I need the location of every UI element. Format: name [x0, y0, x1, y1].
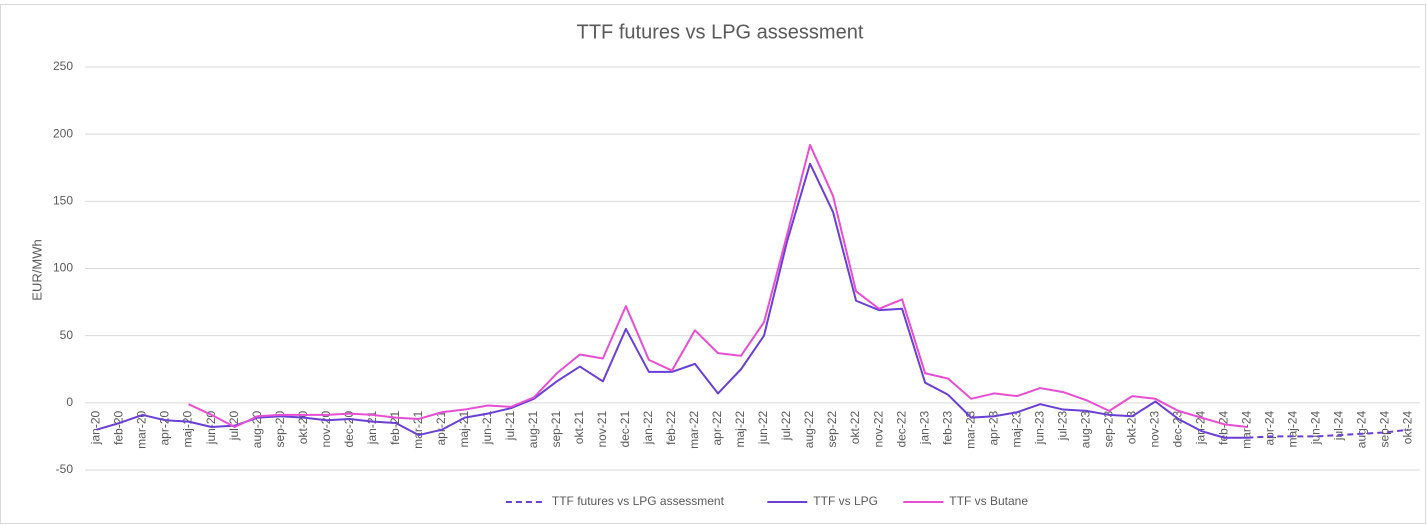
- x-tick-label: okt-24: [1401, 411, 1415, 445]
- x-tick-label: sep-22: [825, 411, 839, 448]
- x-tick-label: sep-24: [1378, 411, 1392, 448]
- x-tick-label: jun-21: [480, 411, 494, 446]
- y-tick-label: 250: [53, 59, 73, 73]
- x-tick-label: mar-20: [135, 411, 149, 449]
- y-tick-label: 150: [53, 194, 73, 208]
- y-tick-label: -50: [56, 462, 74, 476]
- chart-frame: [0, 4, 1426, 524]
- x-tick-label: jan-20: [89, 411, 103, 446]
- x-tick-label: feb-24: [1217, 411, 1231, 445]
- x-tick-label: jun-24: [1309, 411, 1323, 446]
- x-tick-label: jun-20: [204, 411, 218, 446]
- x-tick-label: sep-21: [549, 411, 563, 448]
- x-tick-label: mar-23: [963, 411, 977, 449]
- legend-label: TTF vs Butane: [949, 494, 1028, 508]
- series-line: [1247, 428, 1409, 439]
- chart-title: TTF futures vs LPG assessment: [577, 21, 864, 43]
- x-tick-label: nov-20: [319, 411, 333, 448]
- x-tick-label: okt-21: [572, 411, 586, 445]
- x-tick-label: okt-23: [1124, 411, 1138, 445]
- series-line: [188, 143, 1248, 429]
- x-tick-label: jan-23: [917, 411, 931, 446]
- x-tick-label: feb-22: [664, 411, 678, 445]
- series-line: [96, 162, 1248, 439]
- x-tick-label: dec-22: [894, 411, 908, 448]
- y-tick-label: 200: [53, 126, 73, 140]
- x-tick-label: nov-21: [595, 411, 609, 448]
- x-tick-label: jan-21: [365, 411, 379, 446]
- x-tick-label: mar-21: [411, 411, 425, 449]
- x-tick-label: jun-22: [756, 411, 770, 446]
- x-tick-label: jan-22: [641, 411, 655, 446]
- x-tick-label: apr-21: [434, 411, 448, 446]
- x-tick-label: okt-20: [296, 411, 310, 445]
- x-tick-label: aug-23: [1078, 411, 1092, 449]
- x-tick-label: jul-21: [503, 411, 517, 442]
- x-tick-label: dec-20: [342, 411, 356, 448]
- x-tick-label: dec-23: [1170, 411, 1184, 448]
- x-tick-label: apr-22: [710, 411, 724, 446]
- y-tick-label: 0: [66, 395, 73, 409]
- x-tick-label: aug-24: [1355, 411, 1369, 449]
- x-tick-label: feb-23: [940, 411, 954, 445]
- x-tick-label: jul-23: [1055, 411, 1069, 442]
- x-tick-label: nov-22: [871, 411, 885, 448]
- x-tick-label: sep-20: [273, 411, 287, 448]
- x-tick-label: jul-22: [779, 411, 793, 442]
- x-tick-label: apr-23: [986, 411, 1000, 446]
- x-tick-label: sep-23: [1101, 411, 1115, 448]
- x-tick-label: maj-20: [181, 411, 195, 448]
- x-tick-label: jul-24: [1332, 411, 1346, 442]
- y-tick-label: 100: [53, 261, 73, 275]
- legend-label: TTF futures vs LPG assessment: [552, 494, 725, 508]
- x-tick-label: maj-24: [1286, 411, 1300, 448]
- x-tick-label: feb-21: [388, 411, 402, 445]
- x-tick-label: maj-23: [1009, 411, 1023, 448]
- x-tick-label: maj-22: [733, 411, 747, 448]
- x-tick-label: apr-24: [1263, 411, 1277, 446]
- x-tick-label: jun-23: [1032, 411, 1046, 446]
- legend-label: TTF vs LPG: [813, 494, 878, 508]
- x-tick-label: aug-22: [802, 411, 816, 449]
- y-axis-label: EUR/MWh: [29, 239, 44, 300]
- x-tick-label: aug-21: [526, 411, 540, 449]
- x-tick-label: okt-22: [848, 411, 862, 445]
- x-tick-label: nov-23: [1147, 411, 1161, 448]
- x-tick-label: mar-24: [1240, 411, 1254, 449]
- x-tick-label: mar-22: [687, 411, 701, 449]
- y-tick-label: 50: [60, 328, 74, 342]
- x-tick-label: feb-20: [112, 411, 126, 445]
- x-tick-label: apr-20: [158, 411, 172, 446]
- x-tick-label: dec-21: [618, 411, 632, 448]
